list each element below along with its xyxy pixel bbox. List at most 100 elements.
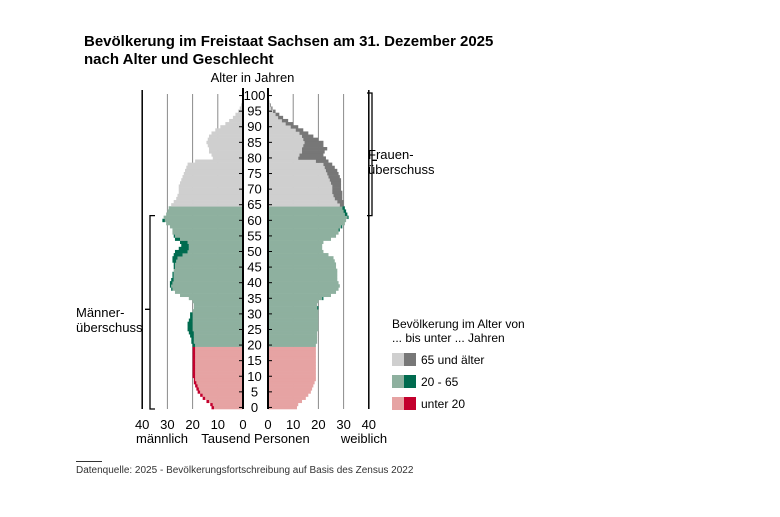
male-bar-age-56 [172, 231, 243, 235]
age-tick-40: 40 [247, 275, 261, 290]
female-surplus-age-92 [281, 118, 289, 123]
age-tick-20: 20 [247, 338, 261, 353]
female-bar-age-88 [268, 131, 300, 135]
male-bar-age-23 [193, 334, 243, 338]
male-surplus-age-1 [210, 402, 213, 407]
female-surplus-age-80 [298, 156, 326, 160]
male-surplus-age-21 [191, 340, 194, 344]
male-bar-age-37 [174, 290, 243, 294]
women-surplus-label-line-2: überschuss [368, 162, 435, 177]
female-bar-age-93 [268, 115, 279, 120]
male-bar-age-85 [206, 140, 243, 145]
male-bar-age-82 [208, 150, 243, 154]
legend-swatch-surplus-65-und-lter [404, 353, 416, 366]
male-surplus-age-11 [192, 371, 196, 375]
male-bar-age-0 [214, 405, 243, 410]
female-bar-age-67 [268, 196, 335, 201]
female-bar-age-15 [268, 359, 316, 363]
female-bar-age-12 [268, 368, 316, 372]
female-surplus-age-81 [299, 153, 324, 157]
age-tick-labels: 0510152025303540455055606570758085909510… [239, 88, 272, 415]
male-bar-age-51 [188, 246, 243, 251]
female-bar-age-76 [268, 168, 326, 173]
female-bar-age-27 [268, 321, 319, 326]
male-bar-age-41 [173, 278, 243, 282]
male-bar-age-79 [195, 159, 243, 163]
female-surplus-age-63 [343, 209, 347, 213]
female-bar-age-57 [268, 228, 339, 232]
female-bar-age-55 [268, 234, 337, 238]
male-surplus-age-17 [192, 352, 196, 357]
female-bar-age-33 [268, 302, 318, 307]
female-bar-age-62 [268, 212, 345, 216]
female-surplus-age-57 [338, 228, 340, 232]
female-bar-age-61 [268, 215, 348, 220]
female-bar-age-87 [268, 134, 303, 138]
male-bar-age-11 [195, 371, 243, 375]
female-surplus-age-90 [290, 125, 299, 129]
female-bar-age-5 [268, 390, 311, 394]
female-bar-age-60 [268, 218, 347, 223]
female-bar-age-64 [268, 206, 343, 210]
male-bar-age-77 [186, 165, 243, 170]
age-tick-45: 45 [247, 260, 261, 275]
male-bar-age-45 [174, 265, 243, 269]
legend-label-20-65: 20 - 65 [421, 375, 459, 389]
legend-swatch-base-20-65 [392, 375, 404, 388]
female-bar-age-58 [268, 224, 342, 229]
male-bar-age-25 [192, 327, 243, 332]
age-tick-55: 55 [247, 228, 261, 243]
female-bar-age-52 [268, 243, 323, 248]
age-tick-85: 85 [247, 135, 261, 150]
female-bar-age-30 [268, 312, 319, 316]
x-tick-male-30: 30 [160, 417, 174, 432]
male-surplus-age-49 [173, 253, 183, 257]
male-bar-age-1 [212, 402, 243, 407]
male-surplus-age-12 [192, 368, 196, 372]
female-surplus-age-96 [271, 106, 273, 110]
male-surplus-age-53 [180, 240, 188, 245]
female-bar-age-9 [268, 377, 316, 382]
female-bar-age-8 [268, 380, 315, 385]
female-bar-age-50 [268, 249, 324, 254]
male-surplus-age-20 [192, 343, 196, 347]
male-bar-age-90 [220, 125, 243, 129]
male-surplus-age-43 [172, 271, 174, 276]
y-axis-label: Alter in Jahren [211, 70, 295, 85]
male-bar-age-35 [188, 296, 243, 301]
male-surplus-age-15 [192, 359, 196, 363]
male-surplus-age-29 [190, 315, 193, 319]
female-surplus-age-86 [303, 137, 319, 142]
male-surplus-age-2 [206, 399, 209, 404]
female-bar-age-74 [268, 175, 329, 179]
women-surplus-label-line-1: Frauen- [368, 147, 414, 162]
male-bar-age-36 [180, 293, 243, 298]
male-bar-age-44 [173, 268, 243, 273]
male-bar-age-88 [211, 131, 243, 135]
male-bar-age-78 [187, 162, 243, 167]
female-bar-age-54 [268, 237, 331, 241]
male-bar-age-50 [187, 249, 243, 254]
female-bar-age-31 [268, 309, 319, 313]
female-bar-age-13 [268, 365, 316, 369]
female-bar-age-56 [268, 231, 339, 235]
male-bar-age-39 [171, 284, 243, 288]
male-bar-age-26 [192, 324, 243, 329]
data-source-note: Datenquelle: 2025 - Bevölkerungsfortschr… [76, 465, 414, 476]
female-bar-age-51 [268, 246, 323, 251]
age-tick-50: 50 [247, 244, 261, 259]
female-bar-age-38 [268, 287, 339, 291]
female-bar-age-21 [268, 340, 318, 344]
female-surplus-age-78 [323, 162, 333, 167]
male-bar-age-68 [177, 193, 243, 198]
female-bar-age-47 [268, 259, 335, 263]
female-surplus-age-66 [337, 200, 344, 204]
female-surplus-age-71 [332, 184, 342, 188]
x-tick-female-30: 30 [336, 417, 350, 432]
female-bar-age-3 [268, 396, 306, 400]
female-bar-age-71 [268, 184, 333, 188]
male-bar-age-17 [195, 352, 243, 357]
female-bar-age-53 [268, 240, 324, 245]
female-bar-age-19 [268, 346, 316, 351]
male-bar-age-40 [172, 281, 243, 285]
